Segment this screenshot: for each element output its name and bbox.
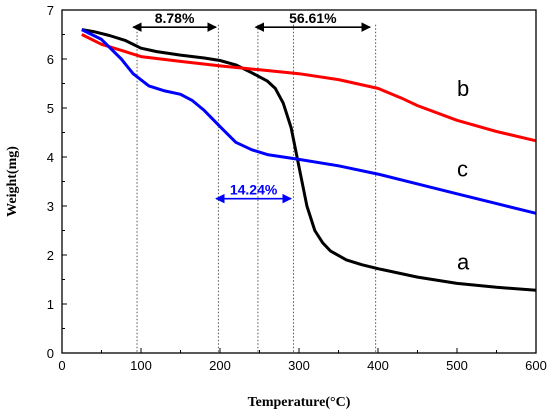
- series-b-line: [81, 33, 537, 143]
- y-tick-label: 1: [47, 297, 54, 312]
- x-axis-title: Temperature(°C): [248, 395, 351, 410]
- axis-ticks: 0 100 200 300 400 500 600 0 1 2 3 4 5 6 7: [47, 3, 547, 373]
- y-tick-label: 6: [47, 52, 54, 67]
- y-axis-title: Weight(mg): [5, 146, 20, 217]
- x-tick-label: 400: [367, 358, 389, 373]
- reference-lines: [136, 24, 377, 353]
- y-tick-label: 7: [47, 3, 54, 18]
- annotation-label-0: 8.78%: [155, 10, 195, 26]
- x-tick-label: 0: [58, 358, 65, 373]
- curve-label-a: a: [457, 250, 470, 275]
- curve-labels: b c a: [457, 76, 470, 275]
- y-tick-label: 0: [47, 346, 54, 361]
- x-tick-label: 500: [446, 358, 468, 373]
- y-tick-label: 5: [47, 101, 54, 116]
- series-a-line: [81, 28, 537, 292]
- annotation-label-1: 56.61%: [289, 10, 337, 26]
- x-tick-label: 200: [209, 358, 231, 373]
- x-tick-label: 300: [288, 358, 310, 373]
- curve-label-c: c: [457, 157, 468, 182]
- x-tick-label: 100: [130, 358, 152, 373]
- annotations: 8.78% 56.61% 14.24%: [132, 10, 372, 204]
- annotation-label-2: 14.24%: [230, 182, 278, 198]
- y-tick-label: 4: [47, 150, 54, 165]
- curve-label-b: b: [457, 76, 469, 101]
- data-curves: [81, 28, 537, 292]
- x-tick-label: 600: [525, 358, 547, 373]
- y-tick-label: 2: [47, 248, 54, 263]
- series-c-line: [81, 28, 537, 215]
- y-tick-label: 3: [47, 199, 54, 214]
